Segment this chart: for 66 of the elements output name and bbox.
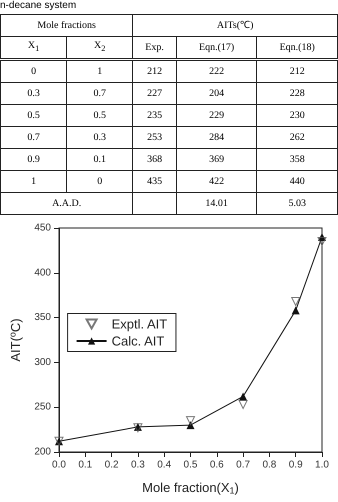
text: 0.5 xyxy=(93,110,106,120)
text: 1 xyxy=(97,66,102,76)
y-axis-title: AIT(oC) xyxy=(8,318,23,362)
category-label: Exp. xyxy=(132,36,176,60)
y-tick-label: 250 xyxy=(34,402,52,413)
point xyxy=(291,296,300,306)
x-tick-label: 0.1 xyxy=(78,460,93,470)
x-tick-label: 0.0 xyxy=(52,460,66,470)
x-tick-label: 0.2 xyxy=(104,460,119,470)
text: 204 xyxy=(209,88,224,98)
text: 262 xyxy=(290,132,305,142)
text: 358 xyxy=(290,154,305,164)
x-tick-label: 0.3 xyxy=(130,460,146,470)
text: 230 xyxy=(290,110,305,120)
point xyxy=(292,306,300,314)
category-label: Eqn.(18) xyxy=(256,36,338,60)
point xyxy=(318,236,326,246)
text: 222 xyxy=(209,66,224,76)
x-tick-label: 1.0 xyxy=(315,460,330,470)
legend-label: Calc. AIT xyxy=(112,334,164,348)
text: 0 xyxy=(31,66,36,76)
point xyxy=(238,400,248,410)
text: 235 xyxy=(147,110,162,120)
text: 440 xyxy=(290,176,305,186)
text: 212 xyxy=(147,66,162,76)
text: 435 xyxy=(147,176,162,186)
text: 284 xyxy=(209,132,224,142)
text: A.A.D. xyxy=(52,198,82,208)
x-tick-label: 0.6 xyxy=(210,460,224,470)
text: 369 xyxy=(209,154,224,164)
x-tick-label: 0.5 xyxy=(184,460,198,470)
text: AITs(℃) xyxy=(132,14,338,36)
x-tick-label: 0.7 xyxy=(236,460,250,470)
text: 229 xyxy=(209,110,224,120)
text: 0.3 xyxy=(93,132,106,142)
text: 0 xyxy=(97,176,102,186)
text: 227 xyxy=(147,88,162,98)
text: 0.7 xyxy=(27,132,40,142)
text: 0.1 xyxy=(93,154,106,164)
text: n-decane system xyxy=(0,0,78,12)
text: 1 xyxy=(31,176,36,186)
text: 212 xyxy=(290,66,305,76)
text: 368 xyxy=(147,154,162,164)
text: 0.7 xyxy=(93,88,106,98)
text: 253 xyxy=(147,132,162,142)
y-tick-label: 200 xyxy=(34,446,52,458)
text: 228 xyxy=(290,88,305,98)
category-label: X$_{2}$ xyxy=(66,36,133,60)
x-tick-label: 0.9 xyxy=(288,460,304,470)
x-tick-label: 0.8 xyxy=(262,460,277,470)
text: 0.9 xyxy=(27,154,40,164)
point xyxy=(186,416,195,426)
text: Mole fractions xyxy=(0,14,133,36)
y-tick-label: 350 xyxy=(34,312,52,324)
y-tick-label: 300 xyxy=(34,356,52,368)
category-label: Eqn.(17) xyxy=(176,36,257,60)
category-label: X$_{1}$ xyxy=(0,36,67,60)
text: 0.3 xyxy=(27,88,40,98)
text: 0.5 xyxy=(27,110,40,120)
text: 14.01 xyxy=(205,198,228,208)
legend-label: Exptl. AIT xyxy=(112,316,168,332)
y-tick-label: 400 xyxy=(34,267,52,278)
text: 422 xyxy=(209,176,224,186)
text: 5.03 xyxy=(288,198,306,208)
y-tick-label: 450 xyxy=(34,222,52,234)
x-tick-label: 0.4 xyxy=(157,460,172,470)
